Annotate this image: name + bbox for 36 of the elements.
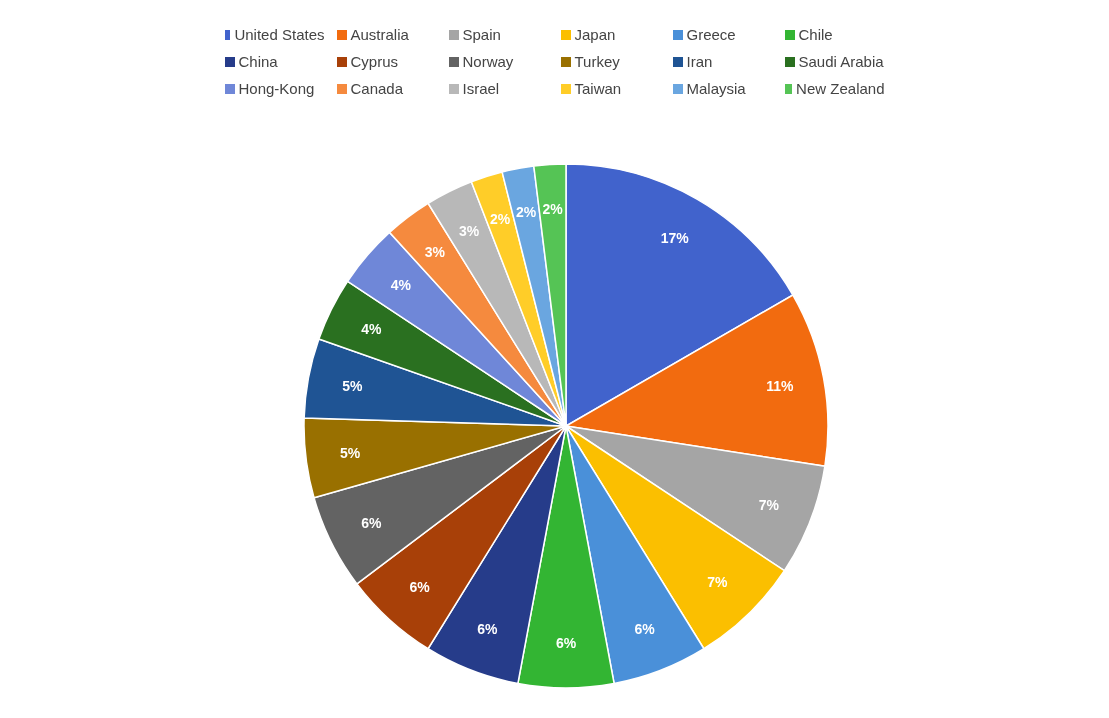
data-label: 4% (390, 276, 412, 293)
legend-label: Malaysia (686, 80, 746, 97)
legend-label: United States (234, 26, 325, 43)
legend-label: Greece (686, 26, 736, 43)
data-label: 7% (707, 574, 729, 591)
data-label: 6% (477, 620, 499, 637)
legend-label: New Zealand (796, 80, 885, 97)
data-label: 2% (489, 210, 511, 227)
data-label: 2% (515, 204, 537, 221)
data-label: 4% (361, 321, 383, 338)
data-label: 7% (758, 496, 780, 513)
legend-label: Chile (798, 26, 833, 43)
legend-label: Hong-Kong (238, 80, 315, 97)
legend-label: Australia (350, 26, 409, 43)
data-label: 6% (361, 514, 383, 531)
legend-label: Spain (462, 26, 501, 43)
data-label: 6% (634, 620, 656, 637)
legend-label: Israel (462, 80, 500, 97)
data-label: 6% (555, 635, 577, 652)
legend-label: Taiwan (574, 80, 622, 97)
legend-label: China (238, 53, 278, 70)
data-label: 5% (342, 378, 363, 395)
data-label: 3% (458, 223, 480, 240)
legend-label: Japan (574, 26, 616, 43)
legend-label: Norway (462, 53, 514, 70)
data-label: 3% (424, 244, 446, 261)
legend-label: Iran (686, 53, 713, 70)
data-label: 5% (340, 444, 361, 461)
data-label: 17% (660, 229, 690, 246)
data-label: 11% (766, 378, 794, 395)
legend-label: Saudi Arabia (798, 53, 884, 70)
legend-label: Turkey (574, 53, 620, 70)
data-label: 6% (409, 578, 431, 595)
data-label: 2% (542, 200, 564, 217)
legend-label: Canada (350, 80, 404, 97)
legend-label: Cyprus (350, 53, 399, 70)
